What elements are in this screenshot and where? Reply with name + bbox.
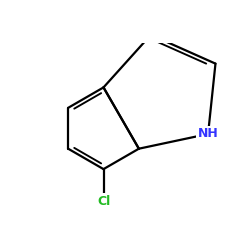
Text: NH: NH [198,128,218,140]
Text: Cl: Cl [97,195,110,208]
Text: Br: Br [211,0,227,2]
